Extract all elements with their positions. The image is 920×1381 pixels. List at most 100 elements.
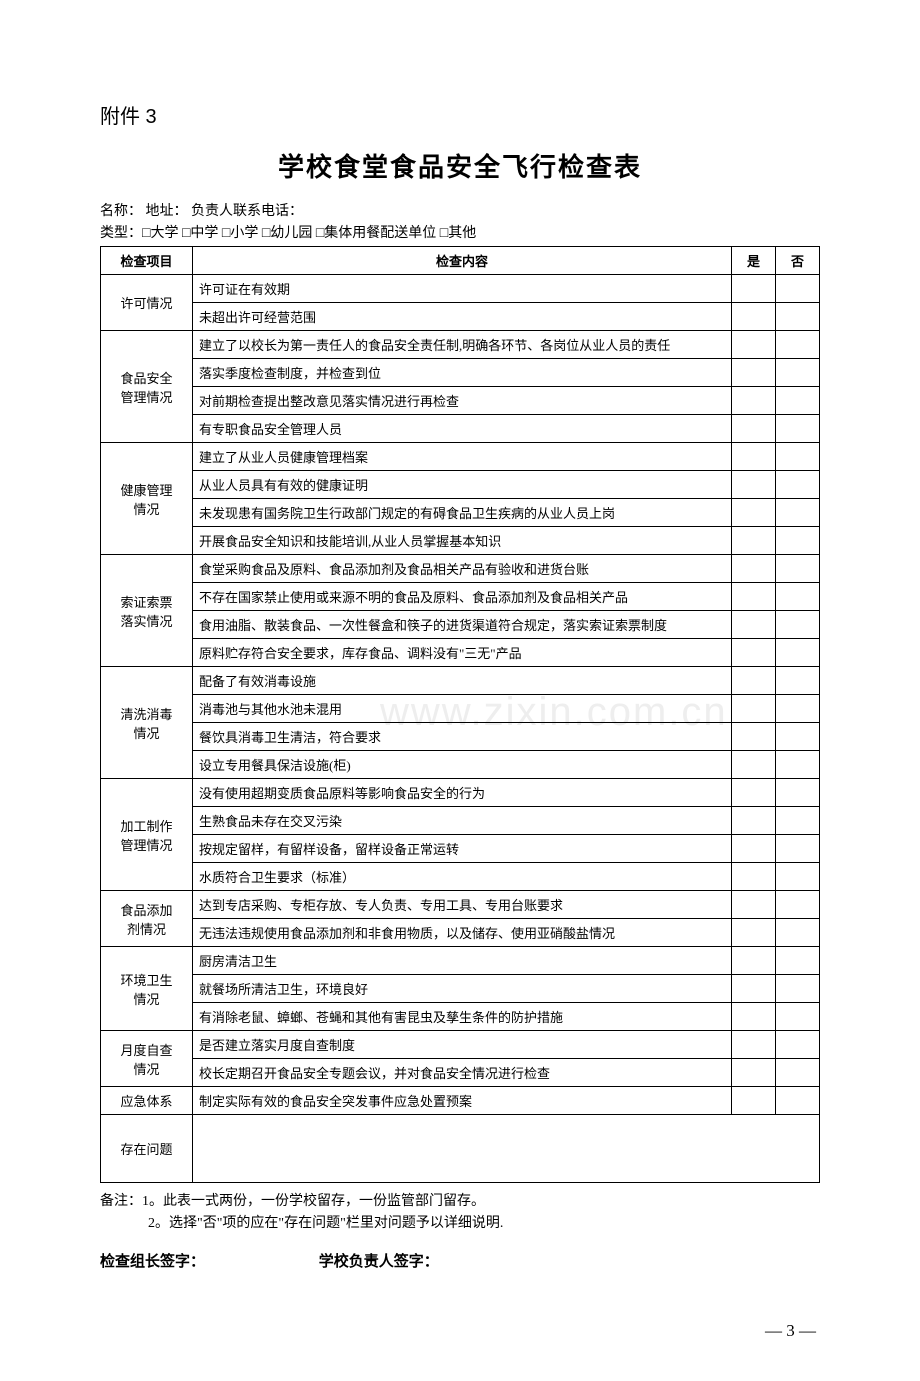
yes-cell[interactable]	[732, 835, 776, 863]
table-row: 食用油脂、散装食品、一次性餐盒和筷子的进货渠道符合规定，落实索证索票制度	[101, 611, 820, 639]
yes-cell[interactable]	[732, 807, 776, 835]
yes-cell[interactable]	[732, 919, 776, 947]
table-row: 校长定期召开食品安全专题会议，并对食品安全情况进行检查	[101, 1059, 820, 1087]
no-cell[interactable]	[776, 975, 820, 1003]
table-row: 索证索票落实情况食堂采购食品及原料、食品添加剂及食品相关产品有验收和进货台账	[101, 555, 820, 583]
no-cell[interactable]	[776, 891, 820, 919]
yes-cell[interactable]	[732, 611, 776, 639]
yes-cell[interactable]	[732, 387, 776, 415]
yes-cell[interactable]	[732, 583, 776, 611]
table-row: 食品添加剂情况达到专店采购、专柜存放、专人负责、专用工具、专用台账要求	[101, 891, 820, 919]
yes-cell[interactable]	[732, 443, 776, 471]
table-header-row: 检查项目 检查内容 是 否	[101, 247, 820, 275]
yes-cell[interactable]	[732, 695, 776, 723]
no-cell[interactable]	[776, 387, 820, 415]
category-cell: 食品添加剂情况	[101, 891, 193, 947]
no-cell[interactable]	[776, 275, 820, 303]
no-cell[interactable]	[776, 415, 820, 443]
no-cell[interactable]	[776, 527, 820, 555]
yes-cell[interactable]	[732, 779, 776, 807]
yes-cell[interactable]	[732, 303, 776, 331]
yes-cell[interactable]	[732, 667, 776, 695]
content-cell: 无违法违规使用食品添加剂和非食用物质，以及储存、使用亚硝酸盐情况	[193, 919, 732, 947]
content-cell: 未发现患有国务院卫生行政部门规定的有碍食品卫生疾病的从业人员上岗	[193, 499, 732, 527]
yes-cell[interactable]	[732, 947, 776, 975]
yes-cell[interactable]	[732, 975, 776, 1003]
no-cell[interactable]	[776, 919, 820, 947]
no-cell[interactable]	[776, 1003, 820, 1031]
footnote-2: 2。选择"否"项的应在"存在问题"栏里对问题予以详细说明.	[100, 1213, 820, 1235]
yes-cell[interactable]	[732, 527, 776, 555]
no-cell[interactable]	[776, 359, 820, 387]
table-row: 应急体系制定实际有效的食品安全突发事件应急处置预案	[101, 1087, 820, 1115]
no-cell[interactable]	[776, 723, 820, 751]
content-cell: 没有使用超期变质食品原料等影响食品安全的行为	[193, 779, 732, 807]
content-cell: 建立了以校长为第一责任人的食品安全责任制,明确各环节、各岗位从业人员的责任	[193, 331, 732, 359]
footnote-1: 备注：1。此表一式两份，一份学校留存，一份监管部门留存。	[100, 1191, 820, 1213]
no-cell[interactable]	[776, 555, 820, 583]
no-cell[interactable]	[776, 667, 820, 695]
no-cell[interactable]	[776, 331, 820, 359]
no-cell[interactable]	[776, 751, 820, 779]
content-cell: 开展食品安全知识和技能培训,从业人员掌握基本知识	[193, 527, 732, 555]
yes-cell[interactable]	[732, 1059, 776, 1087]
yes-cell[interactable]	[732, 555, 776, 583]
content-cell: 食用油脂、散装食品、一次性餐盒和筷子的进货渠道符合规定，落实索证索票制度	[193, 611, 732, 639]
no-cell[interactable]	[776, 583, 820, 611]
table-row: 有消除老鼠、蟑螂、苍蝇和其他有害昆虫及孳生条件的防护措施	[101, 1003, 820, 1031]
category-cell: 索证索票落实情况	[101, 555, 193, 667]
header-content: 检查内容	[193, 247, 732, 275]
no-cell[interactable]	[776, 807, 820, 835]
yes-cell[interactable]	[732, 1003, 776, 1031]
yes-cell[interactable]	[732, 891, 776, 919]
table-row: 落实季度检查制度，并检查到位	[101, 359, 820, 387]
yes-cell[interactable]	[732, 751, 776, 779]
table-row: 环境卫生情况厨房清洁卫生	[101, 947, 820, 975]
content-cell: 水质符合卫生要求（标准）	[193, 863, 732, 891]
content-cell: 就餐场所清洁卫生，环境良好	[193, 975, 732, 1003]
no-cell[interactable]	[776, 835, 820, 863]
content-cell: 从业人员具有有效的健康证明	[193, 471, 732, 499]
no-cell[interactable]	[776, 611, 820, 639]
table-row: 从业人员具有有效的健康证明	[101, 471, 820, 499]
content-cell: 生熟食品未存在交叉污染	[193, 807, 732, 835]
table-row: 无违法违规使用食品添加剂和非食用物质，以及储存、使用亚硝酸盐情况	[101, 919, 820, 947]
no-cell[interactable]	[776, 1087, 820, 1115]
category-cell: 许可情况	[101, 275, 193, 331]
yes-cell[interactable]	[732, 1031, 776, 1059]
content-cell: 不存在国家禁止使用或来源不明的食品及原料、食品添加剂及食品相关产品	[193, 583, 732, 611]
yes-cell[interactable]	[732, 499, 776, 527]
no-cell[interactable]	[776, 863, 820, 891]
yes-cell[interactable]	[732, 331, 776, 359]
no-cell[interactable]	[776, 443, 820, 471]
content-cell: 有消除老鼠、蟑螂、苍蝇和其他有害昆虫及孳生条件的防护措施	[193, 1003, 732, 1031]
table-row: 对前期检查提出整改意见落实情况进行再检查	[101, 387, 820, 415]
content-cell: 建立了从业人员健康管理档案	[193, 443, 732, 471]
table-row: 按规定留样，有留样设备，留样设备正常运转	[101, 835, 820, 863]
no-cell[interactable]	[776, 639, 820, 667]
no-cell[interactable]	[776, 471, 820, 499]
issues-content-cell[interactable]	[193, 1115, 820, 1183]
no-cell[interactable]	[776, 303, 820, 331]
no-cell[interactable]	[776, 499, 820, 527]
yes-cell[interactable]	[732, 415, 776, 443]
no-cell[interactable]	[776, 695, 820, 723]
yes-cell[interactable]	[732, 471, 776, 499]
no-cell[interactable]	[776, 1059, 820, 1087]
info-line-2: 类型：□大学 □中学 □小学 □幼儿园 □集体用餐配送单位 □其他	[100, 222, 820, 242]
no-cell[interactable]	[776, 1031, 820, 1059]
yes-cell[interactable]	[732, 359, 776, 387]
yes-cell[interactable]	[732, 863, 776, 891]
yes-cell[interactable]	[732, 275, 776, 303]
table-row: 不存在国家禁止使用或来源不明的食品及原料、食品添加剂及食品相关产品	[101, 583, 820, 611]
yes-cell[interactable]	[732, 639, 776, 667]
content-cell: 是否建立落实月度自查制度	[193, 1031, 732, 1059]
content-cell: 达到专店采购、专柜存放、专人负责、专用工具、专用台账要求	[193, 891, 732, 919]
table-row: 水质符合卫生要求（标准）	[101, 863, 820, 891]
no-cell[interactable]	[776, 947, 820, 975]
no-cell[interactable]	[776, 779, 820, 807]
yes-cell[interactable]	[732, 723, 776, 751]
content-cell: 落实季度检查制度，并检查到位	[193, 359, 732, 387]
yes-cell[interactable]	[732, 1087, 776, 1115]
footnotes: 备注：1。此表一式两份，一份学校留存，一份监管部门留存。 2。选择"否"项的应在…	[100, 1191, 820, 1236]
